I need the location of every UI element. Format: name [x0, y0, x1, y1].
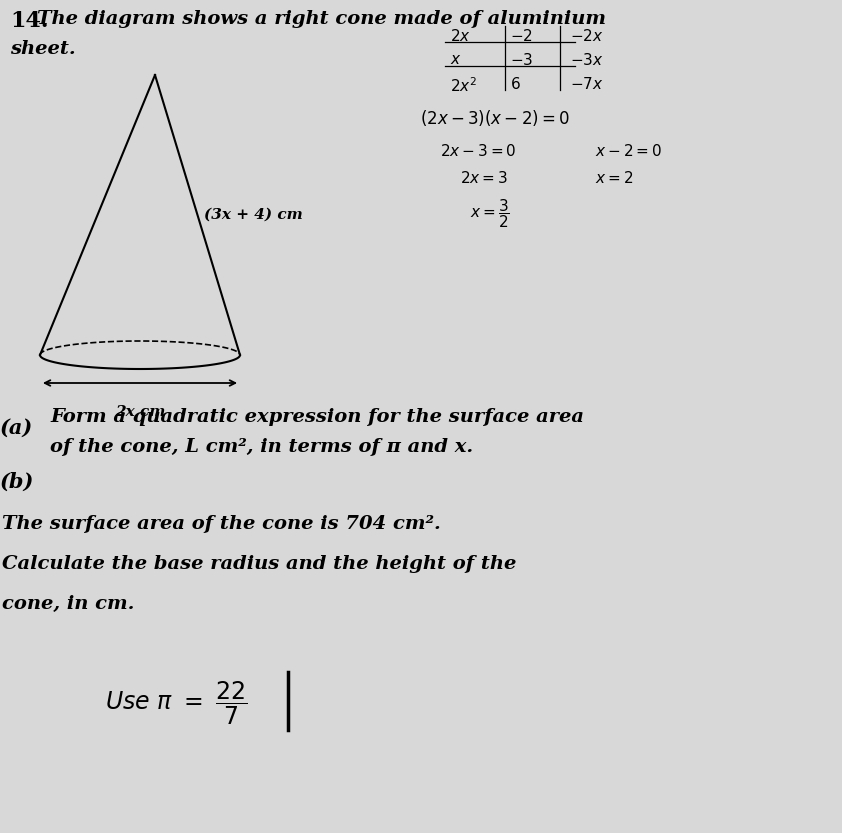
Text: $2x=3$: $2x=3$: [460, 170, 508, 186]
Text: The diagram shows a right cone made of aluminium: The diagram shows a right cone made of a…: [10, 10, 606, 28]
Text: $6$: $6$: [510, 76, 520, 92]
Text: Form a quadratic expression for the surface area: Form a quadratic expression for the surf…: [50, 408, 584, 426]
Text: $2x$: $2x$: [450, 28, 471, 44]
Text: 2x cm: 2x cm: [115, 405, 165, 419]
Text: sheet.: sheet.: [10, 40, 76, 58]
Text: $x=\dfrac{3}{2}$: $x=\dfrac{3}{2}$: [470, 197, 510, 230]
Text: cone, in cm.: cone, in cm.: [2, 595, 135, 613]
Text: $-7x$: $-7x$: [570, 76, 604, 92]
Text: $x-2=0$: $x-2=0$: [595, 143, 662, 159]
Text: 14.: 14.: [10, 10, 49, 32]
Text: $-3$: $-3$: [510, 52, 533, 68]
Text: $2x^2$: $2x^2$: [450, 76, 477, 95]
Text: (3x + 4) cm: (3x + 4) cm: [205, 208, 303, 222]
Text: $x$: $x$: [450, 52, 461, 67]
Text: $Use\ \pi\ =\ \dfrac{22}{7}$: $Use\ \pi\ =\ \dfrac{22}{7}$: [105, 680, 248, 727]
Text: The surface area of the cone is 704 cm².: The surface area of the cone is 704 cm².: [2, 515, 440, 533]
Text: of the cone, L cm², in terms of π and x.: of the cone, L cm², in terms of π and x.: [50, 438, 473, 456]
Text: Calculate the base radius and the height of the: Calculate the base radius and the height…: [2, 555, 516, 573]
Text: $2x-3=0$: $2x-3=0$: [440, 143, 516, 159]
Text: $(2x-3)(x-2)=0$: $(2x-3)(x-2)=0$: [420, 108, 570, 128]
Text: (a): (a): [0, 418, 33, 438]
Text: $x=2$: $x=2$: [595, 170, 633, 186]
Text: $-2x$: $-2x$: [570, 28, 604, 44]
Text: $-2$: $-2$: [510, 28, 533, 44]
Text: $-3x$: $-3x$: [570, 52, 604, 68]
Text: (b): (b): [0, 472, 35, 492]
